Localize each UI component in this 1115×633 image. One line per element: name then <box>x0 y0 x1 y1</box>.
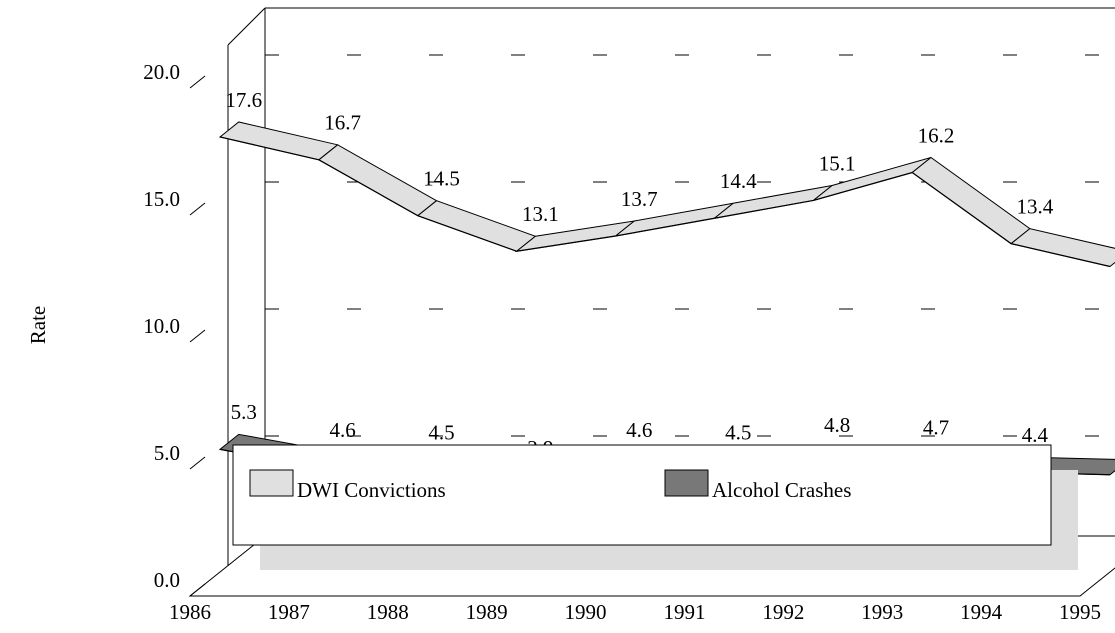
side-wall-top <box>227 7 266 46</box>
legend-label: Alcohol Crashes <box>712 478 851 502</box>
data-label: 4.4 <box>1022 423 1049 447</box>
tick-mark <box>189 456 206 470</box>
data-label: 14.5 <box>423 167 460 191</box>
x-tick-label: 1991 <box>663 600 705 624</box>
y-tick-label: 20.0 <box>143 60 180 84</box>
x-tick-label: 1994 <box>960 600 1003 624</box>
y-axis-label: Rate <box>26 306 50 344</box>
x-tick-label: 1993 <box>861 600 903 624</box>
floor <box>188 535 1115 597</box>
ribbon-face <box>317 144 438 217</box>
legend-label: DWI Convictions <box>297 478 446 502</box>
data-label: 4.6 <box>626 418 652 442</box>
data-label: 17.6 <box>225 88 262 112</box>
ribbon-face <box>416 200 537 252</box>
data-label: 4.5 <box>725 421 751 445</box>
data-label: 4.8 <box>824 413 850 437</box>
legend-swatch <box>664 469 709 497</box>
data-label: 4.5 <box>428 421 454 445</box>
data-label: 5.3 <box>231 400 257 424</box>
data-label: 13.4 <box>1016 194 1053 218</box>
y-tick-label: 0.0 <box>154 568 180 592</box>
y-tick-label: 15.0 <box>143 187 180 211</box>
x-tick-label: 1987 <box>268 600 310 624</box>
legend <box>232 444 1052 546</box>
data-label: 4.7 <box>923 415 949 439</box>
x-tick-label: 1995 <box>1059 600 1101 624</box>
legend-swatch <box>249 469 294 497</box>
series-line <box>219 136 1111 268</box>
x-tick-label: 1988 <box>367 600 409 624</box>
tick-mark <box>189 75 206 89</box>
x-tick-label: 1986 <box>169 600 211 624</box>
data-label: 13.7 <box>621 187 658 211</box>
x-tick-label: 1992 <box>762 600 804 624</box>
tick-mark <box>189 202 206 216</box>
data-label: 15.1 <box>819 151 856 175</box>
ribbon-face <box>911 156 1031 245</box>
data-label: 4.6 <box>330 418 356 442</box>
data-label: 13.1 <box>522 202 559 226</box>
y-tick-label: 10.0 <box>143 314 180 338</box>
data-label: 14.4 <box>720 169 757 193</box>
tick-mark <box>189 583 206 597</box>
tick-mark <box>189 329 206 343</box>
data-label: 16.2 <box>918 123 955 147</box>
y-tick-label: 5.0 <box>154 441 180 465</box>
x-tick-label: 1990 <box>565 600 607 624</box>
data-label: 16.7 <box>324 111 361 135</box>
x-tick-label: 1989 <box>466 600 508 624</box>
